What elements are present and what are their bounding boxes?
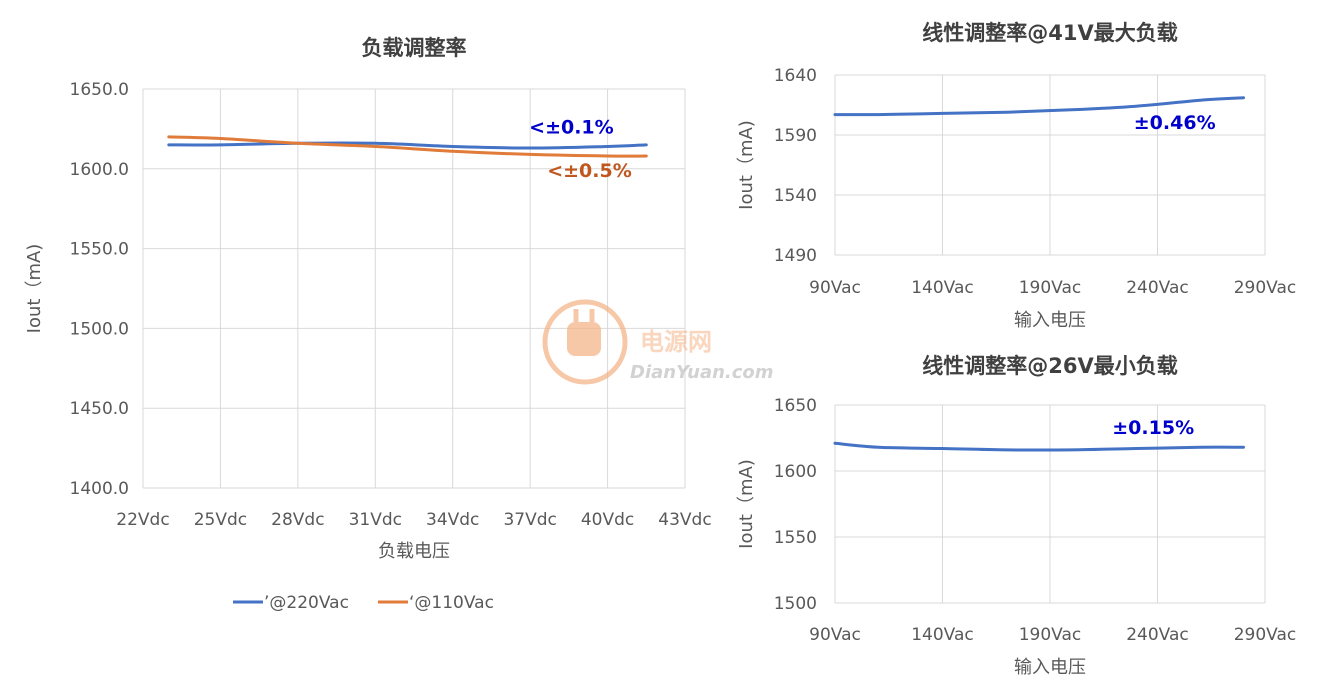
chart-2: 线性调整率@41V最大负载 1490 1540 1590 1640 90Vac 140Vac… [736, 21, 1296, 331]
y-tick-label: 1550.0 [70, 240, 129, 260]
chart-title: 线性调整率@26V最小负载 [922, 354, 1177, 378]
series-line-1 [167, 141, 648, 150]
x-tick-label: 28Vdc [271, 510, 324, 530]
series-line-1 [833, 441, 1245, 452]
y-axis-title: Iout（mA) [736, 120, 757, 210]
x-tick-label: 240Vac [1126, 625, 1189, 645]
x-tick-label: 37Vdc [503, 510, 556, 530]
y-tick-label: 1650 [774, 396, 817, 416]
x-tick-label: 22Vdc [116, 510, 169, 530]
y-tick-label: 1590 [774, 126, 817, 146]
x-tick-label: 90Vac [809, 278, 861, 298]
chart-title: 负载调整率 [362, 36, 467, 60]
watermark-logo: 电源网 DianYuan.com [542, 299, 774, 385]
plug-icon [567, 322, 601, 356]
legend-label: ’@220Vac [264, 593, 349, 613]
annotation-label: ±0.15% [1112, 417, 1194, 439]
x-tick-label: 240Vac [1126, 278, 1189, 298]
y-tick-label: 1650.0 [70, 80, 129, 100]
x-axis-title: 输入电压 [1014, 310, 1086, 331]
watermark-ring [542, 299, 628, 385]
y-tick-label: 1490 [774, 246, 817, 266]
y-tick-label: 1600 [774, 462, 817, 482]
y-tick-label: 1600.0 [70, 160, 129, 180]
chart-1: 负载调整率 1400.0 1450.0 1500.0 1550.0 1600.0 1650.… [24, 36, 712, 613]
y-tick-label: 1450.0 [70, 399, 129, 419]
x-tick-label: 290Vac [1234, 625, 1297, 645]
x-tick-label: 25Vdc [194, 510, 247, 530]
x-tick-label: 140Vac [911, 278, 974, 298]
x-axis-title: 输入电压 [1014, 657, 1086, 678]
chart-3: 线性调整率@26V最小负载 1500 1550 1600 1650 90Vac 140Vac… [736, 354, 1296, 678]
x-tick-label: 40Vdc [581, 510, 634, 530]
annotation-label: ±0.46% [1134, 112, 1216, 134]
y-axis-title: Iout（mA) [736, 459, 757, 549]
y-tick-label: 1550 [774, 528, 817, 548]
x-tick-label: 31Vdc [349, 510, 402, 530]
x-tick-label: 140Vac [911, 625, 974, 645]
watermark-site: DianYuan.com [630, 362, 774, 383]
x-tick-label: 190Vac [1019, 625, 1082, 645]
x-axis-title: 负载电压 [378, 541, 450, 562]
y-tick-label: 1400.0 [70, 479, 129, 499]
annotation-label: <±0.5% [547, 160, 632, 182]
chart-title: 线性调整率@41V最大负载 [922, 21, 1177, 45]
legend-label: ‘@110Vac [409, 593, 494, 613]
y-axis-title: Iout（mA) [24, 244, 45, 334]
legend: ’@220Vac ‘@110Vac [233, 593, 494, 613]
series-line-2 [167, 135, 648, 158]
y-tick-label: 1500.0 [70, 319, 129, 339]
annotation-label: <±0.1% [529, 117, 614, 139]
x-tick-label: 34Vdc [426, 510, 479, 530]
x-tick-label: 43Vdc [658, 510, 711, 530]
watermark-name: 电源网 [640, 328, 712, 356]
series-line-1 [833, 96, 1245, 117]
y-tick-label: 1500 [774, 594, 817, 614]
x-tick-label: 290Vac [1234, 278, 1297, 298]
y-tick-label: 1540 [774, 186, 817, 206]
x-tick-label: 90Vac [809, 625, 861, 645]
x-tick-label: 190Vac [1019, 278, 1082, 298]
y-tick-label: 1640 [774, 66, 817, 86]
